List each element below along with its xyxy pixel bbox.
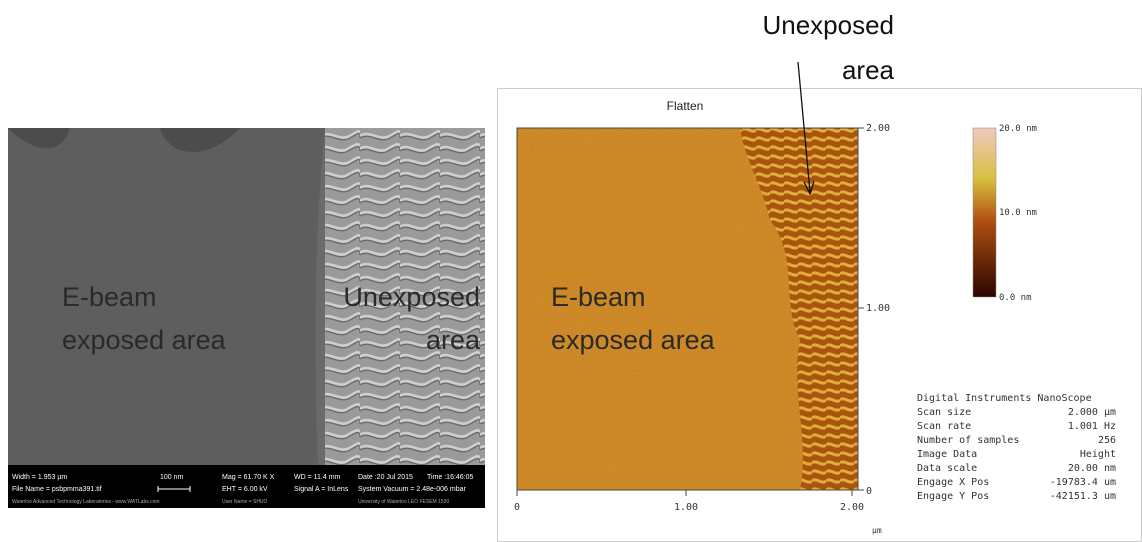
colorbar-label: 10.0 nm — [999, 208, 1037, 218]
info-value: 20.00 nm — [1068, 463, 1116, 474]
info-text: Time :16:46:05 — [427, 474, 474, 481]
afm-title: Flatten — [667, 99, 704, 113]
info-text: University of Waterloo LEO FESEM 1530 — [358, 499, 449, 505]
info-text: User Name = SHUO — [222, 499, 268, 505]
info-text: Waterloo Advanced Technology Laboratorie… — [12, 499, 160, 505]
info-text: System Vacuum = 2.48e-006 mbar — [358, 486, 467, 493]
x-tick-label: 0 — [514, 502, 520, 513]
sem-image: E-beam exposed area Unexposed area Width… — [8, 128, 485, 508]
info-text: Date :20 Jul 2015 — [358, 474, 413, 481]
figure: E-beam exposed area Unexposed area Width… — [0, 0, 1142, 542]
info-text: File Name = psbpmma391.tif — [12, 486, 102, 493]
info-text: Mag = 61.70 K X — [222, 474, 275, 481]
info-key: Engage Y Pos — [917, 491, 989, 502]
afm-panel: Flatten E-beam exposed area 2.00 1.00 0 … — [498, 89, 1142, 542]
info-key: Scan size — [917, 407, 971, 418]
info-value: 256 — [1098, 435, 1116, 446]
y-tick-label: 0 — [866, 486, 872, 497]
sem-label: Unexposed — [343, 282, 480, 312]
info-value: -42151.3 um — [1050, 491, 1116, 502]
info-key: Scan rate — [917, 421, 971, 432]
info-value: Height — [1080, 449, 1116, 460]
sem-label: exposed area — [62, 325, 227, 355]
x-tick-label: 1.00 — [674, 502, 698, 513]
info-value: -19783.4 um — [1050, 477, 1116, 488]
page: body { margin: 0; width: 1142px; height:… — [0, 0, 1142, 542]
info-key: Engage X Pos — [917, 477, 989, 488]
x-unit: µm — [872, 526, 882, 535]
info-text: WD = 11.4 mm — [294, 474, 341, 481]
info-text: Signal A = InLens — [294, 486, 349, 493]
info-text: 100 nm — [160, 474, 184, 481]
colorbar-label: 20.0 nm — [999, 124, 1037, 134]
info-value: 1.001 Hz — [1068, 421, 1116, 432]
info-key: Number of samples — [917, 435, 1019, 446]
info-text: EHT = 6.00 kV — [222, 486, 268, 493]
y-tick-label: 1.00 — [866, 303, 890, 314]
sem-label: area — [426, 325, 481, 355]
y-tick-label: 2.00 — [866, 123, 890, 134]
info-value: 2.000 µm — [1068, 407, 1116, 418]
afm-label: E-beam — [551, 282, 646, 312]
info-key: Image Data — [917, 449, 977, 460]
body: {"sem": {"labels": {"exposed": ["E-beam"… — [0, 0, 1142, 542]
annotation: area — [842, 55, 895, 85]
info-text: Width = 1.953 µm — [12, 474, 67, 481]
colorbar-label: 0.0 nm — [999, 293, 1032, 303]
sem-label: E-beam — [62, 282, 157, 312]
x-tick-label: 2.00 — [840, 502, 864, 513]
info-header: Digital Instruments NanoScope — [917, 393, 1092, 404]
afm-label: exposed area — [551, 325, 716, 355]
annotation: Unexposed — [762, 10, 894, 40]
info-key: Data scale — [917, 463, 977, 474]
